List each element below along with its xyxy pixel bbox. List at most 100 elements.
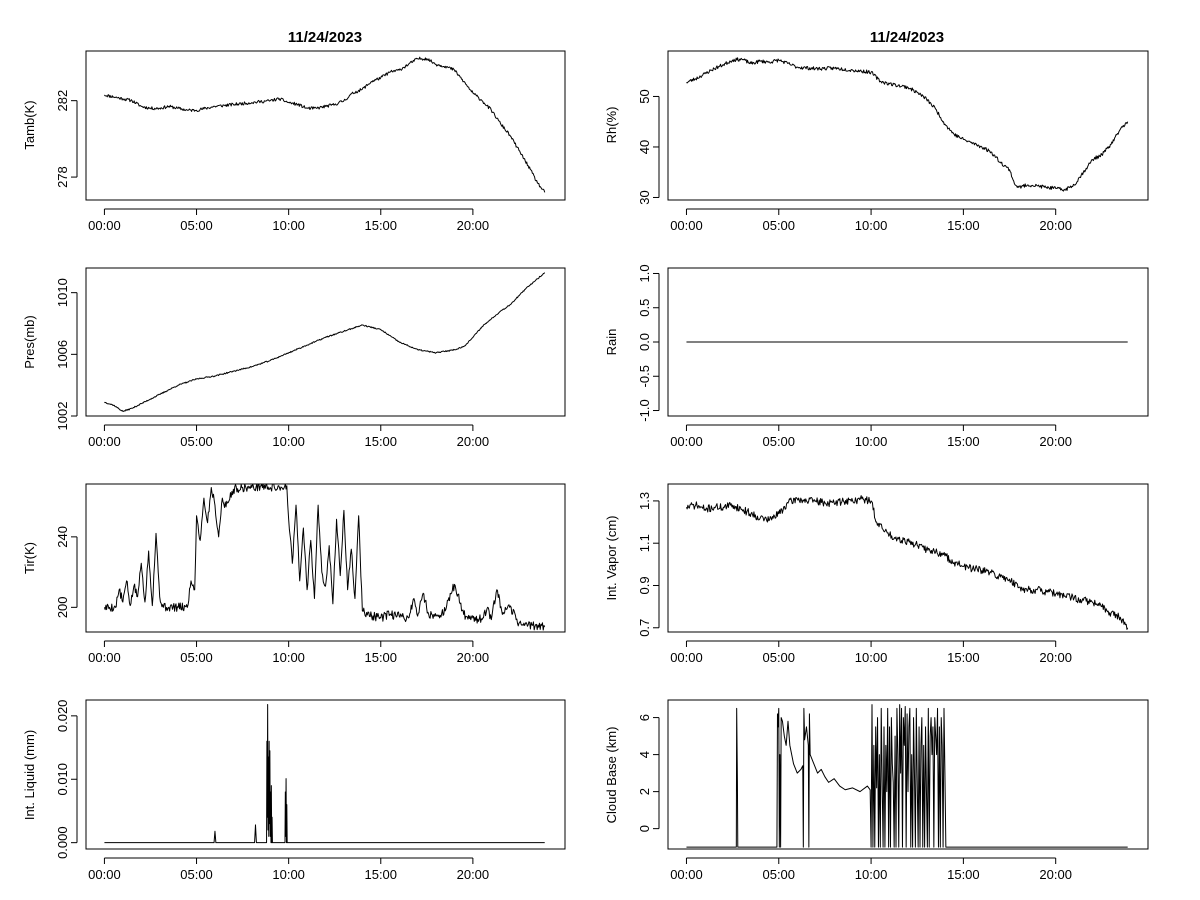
y-tick-label-rain-1: -0.5 bbox=[637, 365, 652, 387]
y-tick-label-liquid-0: 0.000 bbox=[55, 826, 70, 859]
y-axis-label-tamb: Tamb(K) bbox=[22, 100, 37, 149]
panel-cloudbase: Cloud Base (km) 00:00 05:00 10:00 15:00 20:0… bbox=[604, 699, 1149, 882]
x-tick-label-liquid-3: 15:00 bbox=[364, 867, 397, 882]
y-tick-label-rain-0: -1.0 bbox=[637, 399, 652, 421]
x-tick-label-vapor-0: 00:00 bbox=[670, 650, 703, 665]
x-tick-label-vapor-1: 05:00 bbox=[762, 650, 795, 665]
y-tick-label-vapor-0: 0.7 bbox=[637, 619, 652, 637]
y-tick-label-pres-1: 1006 bbox=[55, 340, 70, 369]
x-tick-label-tamb-2: 10:00 bbox=[272, 218, 305, 233]
x-tick-label-tir-4: 20:00 bbox=[457, 650, 490, 665]
y-axis-label-pres: Pres(mb) bbox=[22, 315, 37, 368]
plot-frame-tir bbox=[85, 483, 566, 633]
x-tick-label-pres-4: 20:00 bbox=[457, 434, 490, 449]
y-tick-label-cloudbase-2: 4 bbox=[637, 751, 652, 758]
x-tick-label-tir-1: 05:00 bbox=[180, 650, 213, 665]
series-line-rh bbox=[686, 57, 1129, 192]
y-tick-label-cloudbase-0: 0 bbox=[637, 825, 652, 832]
x-tick-label-pres-3: 15:00 bbox=[364, 434, 397, 449]
y-axis-label-liquid: Int. Liquid (mm) bbox=[22, 730, 37, 820]
x-tick-label-cloudbase-0: 00:00 bbox=[670, 867, 703, 882]
x-tick-label-tir-3: 15:00 bbox=[364, 650, 397, 665]
x-tick-label-liquid-0: 00:00 bbox=[88, 867, 121, 882]
x-tick-label-vapor-4: 20:00 bbox=[1039, 650, 1072, 665]
y-tick-label-rain-3: 0.5 bbox=[637, 299, 652, 317]
x-tick-label-rain-0: 00:00 bbox=[670, 434, 703, 449]
y-tick-label-rain-2: 0.0 bbox=[637, 333, 652, 351]
x-tick-label-cloudbase-3: 15:00 bbox=[947, 867, 980, 882]
panel-liquid: Int. Liquid (mm) 00:00 05:00 10:00 15:00 20:… bbox=[22, 699, 566, 882]
x-tick-label-rain-4: 20:00 bbox=[1039, 434, 1072, 449]
x-tick-label-liquid-2: 10:00 bbox=[272, 867, 305, 882]
y-tick-label-liquid-1: 0.010 bbox=[55, 763, 70, 796]
x-tick-label-vapor-3: 15:00 bbox=[947, 650, 980, 665]
series-line-vapor bbox=[686, 495, 1129, 630]
panel-rh: Rh(%) 00:00 05:00 10:00 15:00 20:00 30 40 50 bbox=[604, 50, 1149, 233]
x-tick-label-vapor-2: 10:00 bbox=[855, 650, 888, 665]
y-tick-label-rh-2: 50 bbox=[637, 89, 652, 103]
x-tick-label-pres-1: 05:00 bbox=[180, 434, 213, 449]
y-tick-label-cloudbase-1: 2 bbox=[637, 788, 652, 795]
x-tick-label-rain-1: 05:00 bbox=[762, 434, 795, 449]
y-tick-label-vapor-3: 1.3 bbox=[637, 492, 652, 510]
right-column-title: 11/24/2023 bbox=[870, 29, 944, 46]
y-axis-label-rain: Rain bbox=[604, 329, 619, 356]
panel-vapor: Int. Vapor (cm) 00:00 05:00 10:00 15:00 20:0… bbox=[604, 483, 1149, 665]
x-tick-label-tir-2: 10:00 bbox=[272, 650, 305, 665]
y-tick-label-tir-0: 200 bbox=[55, 596, 70, 618]
series-line-tamb bbox=[104, 56, 546, 193]
y-tick-label-tamb-0: 278 bbox=[55, 166, 70, 188]
x-tick-label-liquid-4: 20:00 bbox=[457, 867, 490, 882]
x-tick-label-rh-3: 15:00 bbox=[947, 218, 980, 233]
y-tick-label-liquid-2: 0.020 bbox=[55, 700, 70, 733]
plot-frame-vapor bbox=[667, 483, 1149, 633]
x-tick-label-rh-4: 20:00 bbox=[1039, 218, 1072, 233]
y-axis-label-tir: Tir(K) bbox=[22, 542, 37, 574]
x-tick-label-tamb-3: 15:00 bbox=[364, 218, 397, 233]
plot-frame-rh bbox=[667, 50, 1149, 201]
panel-tamb: Tamb(K) 00:00 05:00 10:00 15:00 20:00 278 282 bbox=[22, 50, 566, 233]
x-tick-label-rain-2: 10:00 bbox=[855, 434, 888, 449]
x-tick-label-rh-1: 05:00 bbox=[762, 218, 795, 233]
x-tick-label-rh-0: 00:00 bbox=[670, 218, 703, 233]
series-line-cloudbase bbox=[686, 704, 1128, 848]
x-tick-label-liquid-1: 05:00 bbox=[180, 867, 213, 882]
y-tick-label-pres-2: 1010 bbox=[55, 278, 70, 307]
series-line-tir bbox=[103, 483, 546, 631]
y-axis-label-rh: Rh(%) bbox=[604, 107, 619, 144]
y-tick-label-cloudbase-3: 6 bbox=[637, 714, 652, 721]
y-tick-label-tir-1: 240 bbox=[55, 526, 70, 548]
y-tick-label-rh-1: 40 bbox=[637, 140, 652, 154]
x-tick-label-cloudbase-1: 05:00 bbox=[762, 867, 795, 882]
y-tick-label-rain-4: 1.0 bbox=[637, 264, 652, 282]
y-tick-label-vapor-2: 1.1 bbox=[637, 534, 652, 552]
plot-frame-liquid bbox=[85, 699, 566, 850]
y-axis-label-vapor: Int. Vapor (cm) bbox=[604, 515, 619, 600]
y-tick-label-vapor-1: 0.9 bbox=[637, 576, 652, 594]
panel-tir: Tir(K) 00:00 05:00 10:00 15:00 20:00 200 240 bbox=[22, 483, 566, 665]
x-tick-label-pres-0: 00:00 bbox=[88, 434, 121, 449]
y-tick-label-tamb-1: 282 bbox=[55, 90, 70, 112]
y-tick-label-pres-0: 1002 bbox=[55, 402, 70, 431]
panel-pres: Pres(mb) 00:00 05:00 10:00 15:00 20:00 1002 10… bbox=[22, 267, 566, 449]
x-tick-label-tamb-4: 20:00 bbox=[457, 218, 490, 233]
plot-frame-tamb bbox=[85, 50, 566, 201]
series-line-pres bbox=[104, 272, 546, 412]
x-tick-label-rain-3: 15:00 bbox=[947, 434, 980, 449]
y-axis-label-cloudbase: Cloud Base (km) bbox=[604, 727, 619, 824]
plot-frame-pres bbox=[85, 267, 566, 417]
x-tick-label-tir-0: 00:00 bbox=[88, 650, 121, 665]
left-column-title: 11/24/2023 bbox=[288, 29, 362, 46]
x-tick-label-cloudbase-2: 10:00 bbox=[855, 867, 888, 882]
y-tick-label-rh-0: 30 bbox=[637, 190, 652, 204]
series-line-liquid bbox=[104, 703, 545, 844]
x-tick-label-rh-2: 10:00 bbox=[855, 218, 888, 233]
x-tick-label-tamb-0: 00:00 bbox=[88, 218, 121, 233]
panel-rain: Rain 00:00 05:00 10:00 15:00 20:00 -1.0 -0.5 0.… bbox=[604, 264, 1149, 449]
x-tick-label-tamb-1: 05:00 bbox=[180, 218, 213, 233]
plot-frame-cloudbase bbox=[667, 699, 1149, 850]
x-tick-label-cloudbase-4: 20:00 bbox=[1039, 867, 1072, 882]
plot-frame-rain bbox=[667, 267, 1149, 417]
x-tick-label-pres-2: 10:00 bbox=[272, 434, 305, 449]
